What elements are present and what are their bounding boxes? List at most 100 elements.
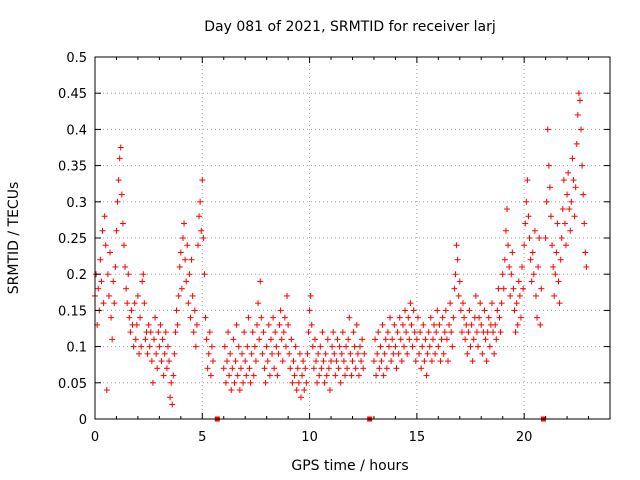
data-point [118, 191, 125, 198]
data-point [287, 365, 294, 372]
data-point [428, 358, 435, 365]
data-point [420, 321, 427, 328]
data-point [354, 350, 361, 357]
data-point [270, 314, 277, 321]
data-point [384, 329, 391, 336]
data-point [563, 242, 570, 249]
data-point [154, 365, 161, 372]
data-point [521, 242, 528, 249]
data-point [477, 300, 484, 307]
data-point [339, 329, 346, 336]
data-point [407, 300, 414, 307]
data-point [308, 321, 315, 328]
data-point [142, 336, 149, 343]
data-point [102, 242, 109, 249]
data-point [272, 329, 279, 336]
data-point [485, 314, 492, 321]
data-point [566, 206, 573, 213]
data-point [314, 379, 321, 386]
data-point [464, 350, 471, 357]
data-point [138, 343, 145, 350]
data-point [181, 220, 188, 227]
data-point [472, 292, 479, 299]
data-point [492, 321, 499, 328]
data-point [432, 350, 439, 357]
data-point [100, 300, 107, 307]
data-point [552, 271, 559, 278]
data-point [383, 365, 390, 372]
data-point [148, 358, 155, 365]
data-point [406, 336, 413, 343]
data-point [222, 379, 229, 386]
data-point [370, 358, 377, 365]
data-point [498, 300, 505, 307]
data-point [195, 242, 201, 249]
data-point [542, 235, 549, 241]
data-point [387, 314, 394, 321]
data-point [564, 191, 571, 198]
data-point [303, 379, 310, 386]
data-point [263, 343, 270, 350]
data-point [252, 358, 259, 365]
data-point [453, 242, 460, 249]
data-point [451, 285, 458, 292]
data-point [304, 350, 311, 357]
data-point [183, 278, 190, 285]
data-point [147, 329, 154, 336]
data-point [466, 307, 473, 314]
chart-title: Day 081 of 2021, SRMTID for receiver lar… [204, 19, 496, 35]
data-point [153, 350, 160, 357]
data-point [144, 350, 151, 357]
data-point [488, 300, 495, 307]
data-point [568, 198, 575, 205]
data-point [207, 372, 214, 379]
data-point [429, 336, 436, 343]
data-point [409, 343, 416, 350]
data-point [104, 271, 111, 278]
data-point [403, 329, 410, 336]
data-point [418, 365, 425, 372]
data-point [145, 321, 152, 328]
data-point [255, 300, 262, 307]
data-point [289, 379, 296, 386]
data-point [246, 365, 253, 372]
data-point [188, 256, 195, 263]
data-point [168, 379, 175, 386]
data-point [178, 285, 185, 292]
data-point [448, 329, 455, 336]
data-point [203, 336, 210, 343]
data-point [399, 321, 406, 328]
data-point [497, 329, 504, 336]
data-point [391, 321, 398, 328]
data-point [259, 350, 266, 357]
data-point [179, 235, 186, 241]
data-point [146, 343, 153, 350]
data-point [580, 191, 587, 198]
data-point [243, 372, 250, 379]
data-point [484, 329, 491, 336]
data-point [482, 336, 489, 343]
data-point [496, 314, 503, 321]
data-point [455, 292, 462, 299]
y-tick-label: 0.35 [58, 160, 87, 175]
data-point [392, 343, 399, 350]
y-axis-label: SRMTID / TECUs [6, 182, 22, 295]
data-point [162, 329, 169, 336]
data-point [274, 372, 281, 379]
data-point [249, 329, 256, 336]
data-point [388, 358, 395, 365]
data-point [559, 206, 566, 213]
data-point [470, 336, 477, 343]
data-point [343, 343, 350, 350]
data-point [378, 358, 385, 365]
data-point [293, 387, 300, 394]
data-point [326, 387, 333, 394]
data-point [413, 336, 420, 343]
data-point [572, 184, 579, 191]
data-point [535, 263, 542, 270]
data-point [242, 358, 249, 365]
scatter-points [92, 90, 590, 422]
data-point [317, 343, 324, 350]
data-point [425, 329, 432, 336]
